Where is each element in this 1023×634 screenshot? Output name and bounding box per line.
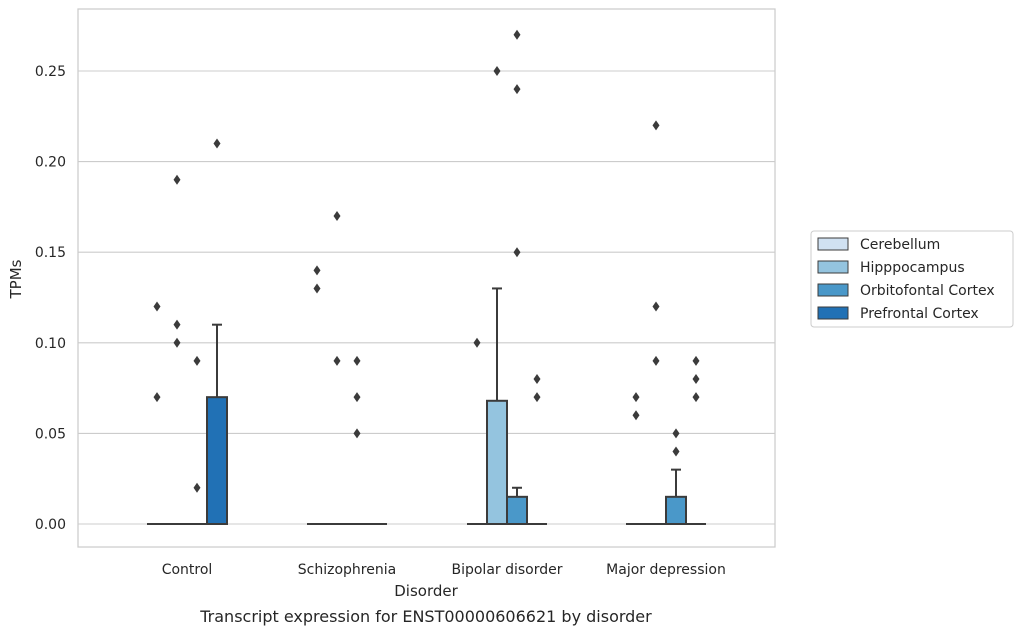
- outlier-point: [153, 301, 161, 312]
- box-prefrontal-cortex: [206, 323, 228, 525]
- outlier-point: [353, 428, 361, 439]
- x-tick-label: Control: [162, 562, 213, 578]
- outlier-point: [493, 66, 501, 76]
- legend-label: Prefrontal Cortex: [860, 306, 979, 322]
- y-tick-label: 0.15: [35, 245, 66, 261]
- box-orbitofontal-cortex: [665, 468, 687, 526]
- outlier-point: [173, 174, 181, 185]
- gridlines: [78, 70, 775, 525]
- legend-swatch: [817, 306, 849, 320]
- y-tick-label: 0.00: [35, 517, 66, 533]
- legend-frame: [810, 230, 1014, 328]
- boxes: [147, 287, 706, 526]
- outlier-point: [193, 482, 201, 493]
- outlier-point: [533, 374, 541, 385]
- outlier-point: [692, 355, 700, 366]
- outlier-point: [193, 355, 201, 366]
- outlier-point: [672, 428, 680, 439]
- box-hipppocampus: [486, 287, 508, 525]
- legend-swatch: [817, 283, 849, 297]
- legend: Cerebellum Hipppocampus Orbitofontal Corte…: [810, 230, 1014, 328]
- outlier-point: [692, 374, 700, 385]
- outlier-point: [173, 337, 181, 348]
- box-body: [206, 396, 228, 525]
- box-orbitofontal-cortex: [506, 486, 528, 526]
- x-tick-label: Bipolar disorder: [451, 562, 562, 578]
- y-tick-label: 0.25: [35, 64, 66, 80]
- x-tick-label: Schizophrenia: [298, 562, 396, 578]
- outlier-point: [513, 84, 521, 95]
- outlier-point: [353, 355, 361, 366]
- x-tick-label: Major depression: [606, 562, 726, 578]
- outlier-point: [652, 301, 660, 312]
- outlier-point: [333, 210, 341, 221]
- legend-label: Orbitofontal Cortex: [860, 283, 995, 299]
- outlier-point: [153, 392, 161, 403]
- outlier-point: [672, 446, 680, 457]
- outlier-point: [513, 29, 521, 40]
- legend-label: Hipppocampus: [860, 260, 965, 276]
- outlier-point: [533, 392, 541, 403]
- outlier-point: [632, 392, 640, 403]
- legend-swatch: [817, 237, 849, 251]
- outliers: [153, 29, 700, 493]
- outlier-point: [313, 283, 321, 294]
- y-axis-label: TPMs: [7, 259, 25, 299]
- y-axis-ticks: 0.00 0.05 0.10 0.15 0.20 0.25: [35, 64, 66, 533]
- x-axis-ticks: Control Schizophrenia Bipolar disorder Majo…: [162, 562, 726, 578]
- outlier-point: [632, 410, 640, 421]
- chart-caption: Transcript expression for ENST0000060662…: [199, 607, 652, 626]
- legend-label: Cerebellum: [860, 237, 940, 253]
- legend-swatch: [817, 260, 849, 274]
- outlier-point: [333, 355, 341, 366]
- box-body: [665, 495, 687, 526]
- plot-frame: [77, 8, 776, 548]
- x-axis-label: Disorder: [394, 582, 458, 600]
- y-tick-label: 0.05: [35, 426, 66, 442]
- outlier-point: [353, 392, 361, 403]
- outlier-point: [313, 265, 321, 276]
- outlier-point: [652, 355, 660, 366]
- outlier-point: [473, 337, 481, 348]
- outlier-point: [173, 319, 181, 330]
- y-tick-label: 0.20: [35, 155, 66, 171]
- outlier-point: [513, 247, 521, 258]
- y-tick-label: 0.10: [35, 336, 66, 352]
- outlier-point: [213, 138, 221, 149]
- outlier-point: [692, 392, 700, 403]
- outlier-point: [652, 120, 660, 131]
- box-body: [486, 399, 508, 525]
- box-body: [506, 495, 528, 526]
